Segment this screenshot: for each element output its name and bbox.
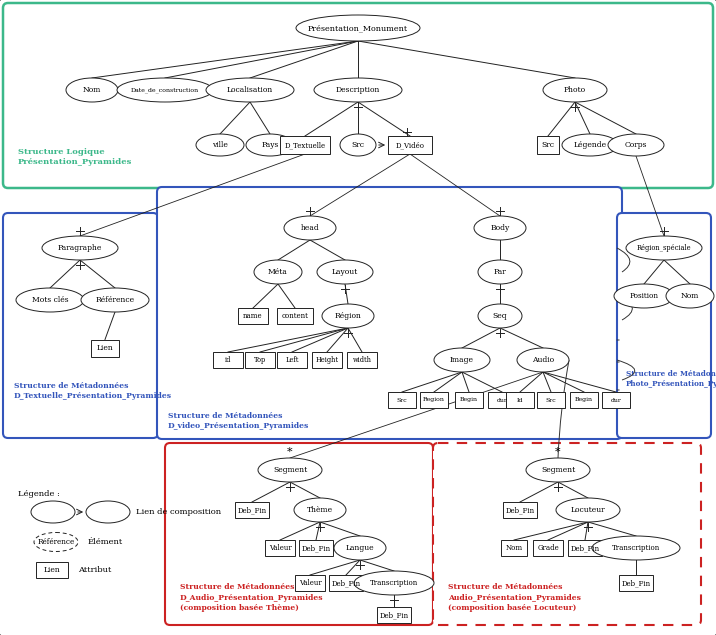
Text: Begin: Begin bbox=[575, 398, 593, 403]
Text: Deb_Fin: Deb_Fin bbox=[332, 579, 361, 587]
Text: Nom: Nom bbox=[681, 292, 700, 300]
Ellipse shape bbox=[478, 260, 522, 284]
Text: Date_de_construction: Date_de_construction bbox=[131, 87, 199, 93]
Text: Id: Id bbox=[517, 398, 523, 403]
Bar bbox=[570, 392, 598, 408]
Text: D_Vidéo: D_Vidéo bbox=[395, 141, 425, 149]
Ellipse shape bbox=[474, 216, 526, 240]
Text: Grade: Grade bbox=[537, 544, 559, 552]
Ellipse shape bbox=[614, 284, 674, 308]
Bar bbox=[503, 502, 537, 518]
Ellipse shape bbox=[334, 536, 386, 560]
Ellipse shape bbox=[42, 236, 118, 260]
Text: Par: Par bbox=[493, 268, 506, 276]
Ellipse shape bbox=[666, 284, 714, 308]
Text: Body: Body bbox=[490, 224, 510, 232]
Ellipse shape bbox=[608, 134, 664, 156]
Ellipse shape bbox=[294, 498, 346, 522]
FancyBboxPatch shape bbox=[165, 443, 433, 625]
Text: id: id bbox=[225, 356, 231, 364]
FancyBboxPatch shape bbox=[157, 187, 622, 439]
Ellipse shape bbox=[592, 536, 680, 560]
Text: Segment: Segment bbox=[273, 466, 307, 474]
Bar bbox=[619, 575, 653, 591]
Text: head: head bbox=[301, 224, 319, 232]
Text: Thème: Thème bbox=[307, 506, 333, 514]
Text: Région_spéciale: Région_spéciale bbox=[637, 244, 692, 252]
Text: width: width bbox=[352, 356, 372, 364]
Ellipse shape bbox=[16, 288, 84, 312]
Text: Src: Src bbox=[397, 398, 407, 403]
Text: Image: Image bbox=[450, 356, 474, 364]
Text: Lien de composition: Lien de composition bbox=[136, 508, 221, 516]
Ellipse shape bbox=[246, 134, 294, 156]
Text: Photo: Photo bbox=[564, 86, 586, 94]
Bar bbox=[213, 352, 243, 368]
Ellipse shape bbox=[317, 260, 373, 284]
Text: Locuteur: Locuteur bbox=[571, 506, 605, 514]
Text: Localisation: Localisation bbox=[227, 86, 273, 94]
Bar bbox=[568, 540, 602, 556]
Text: Transcription: Transcription bbox=[370, 579, 418, 587]
FancyBboxPatch shape bbox=[433, 443, 701, 625]
Bar bbox=[537, 392, 565, 408]
Ellipse shape bbox=[562, 134, 618, 156]
Text: Structure de Métadonnées
D_Textuelle_Présentation_Pyramides: Structure de Métadonnées D_Textuelle_Pré… bbox=[14, 382, 172, 400]
Text: Seq: Seq bbox=[493, 312, 508, 320]
Bar bbox=[91, 340, 119, 356]
Text: Lien: Lien bbox=[97, 344, 113, 352]
Text: Description: Description bbox=[336, 86, 380, 94]
Ellipse shape bbox=[556, 498, 620, 522]
Text: *: * bbox=[555, 447, 561, 457]
Text: *: * bbox=[287, 447, 293, 457]
Text: Paragraphe: Paragraphe bbox=[58, 244, 102, 252]
Bar bbox=[329, 575, 363, 591]
Ellipse shape bbox=[206, 78, 294, 102]
Text: Langue: Langue bbox=[346, 544, 374, 552]
Bar bbox=[245, 352, 275, 368]
Bar bbox=[488, 392, 516, 408]
Ellipse shape bbox=[340, 134, 376, 156]
Ellipse shape bbox=[81, 288, 149, 312]
Bar bbox=[455, 392, 483, 408]
Text: Src: Src bbox=[352, 141, 364, 149]
FancyBboxPatch shape bbox=[3, 3, 713, 188]
Ellipse shape bbox=[478, 304, 522, 328]
Text: Structure de Métadonnées
D_video_Présentation_Pyramides: Structure de Métadonnées D_video_Présent… bbox=[168, 411, 309, 430]
Text: Légende: Légende bbox=[574, 141, 606, 149]
Bar bbox=[602, 392, 630, 408]
Text: Audio: Audio bbox=[532, 356, 554, 364]
Text: Région: Région bbox=[334, 312, 362, 320]
Ellipse shape bbox=[196, 134, 244, 156]
Text: Height: Height bbox=[316, 356, 339, 364]
Ellipse shape bbox=[86, 501, 130, 523]
Text: Structure de Métadonnées
Audio_Présentation_Pyramides
(composition basée Locuteu: Structure de Métadonnées Audio_Présentat… bbox=[448, 583, 581, 612]
Ellipse shape bbox=[434, 348, 490, 372]
Text: Structure Logique
Présentation_Pyramides: Structure Logique Présentation_Pyramides bbox=[18, 148, 132, 166]
Text: Nom: Nom bbox=[505, 544, 523, 552]
FancyBboxPatch shape bbox=[617, 213, 711, 438]
Text: Valeur: Valeur bbox=[268, 544, 291, 552]
Text: Begin: Begin bbox=[460, 398, 478, 403]
Bar bbox=[420, 392, 448, 408]
Text: Deb_Fin: Deb_Fin bbox=[621, 579, 651, 587]
Bar bbox=[506, 392, 534, 408]
Text: Structure de Métadonnées
Photo_Présentation_Pyramides: Structure de Métadonnées Photo_Présentat… bbox=[626, 370, 716, 388]
Bar bbox=[280, 136, 330, 154]
Ellipse shape bbox=[314, 78, 402, 102]
Text: Méta: Méta bbox=[268, 268, 288, 276]
Ellipse shape bbox=[66, 78, 118, 102]
Text: Src: Src bbox=[541, 141, 554, 149]
Text: Référence: Référence bbox=[95, 296, 135, 304]
Text: D_Textuelle: D_Textuelle bbox=[284, 141, 326, 149]
Bar bbox=[235, 502, 269, 518]
Text: Position: Position bbox=[629, 292, 659, 300]
Ellipse shape bbox=[254, 260, 302, 284]
Ellipse shape bbox=[517, 348, 569, 372]
Ellipse shape bbox=[258, 458, 322, 482]
Ellipse shape bbox=[31, 501, 75, 523]
Ellipse shape bbox=[284, 216, 336, 240]
Text: Valeur: Valeur bbox=[299, 579, 321, 587]
Text: Deb_Fin: Deb_Fin bbox=[301, 544, 331, 552]
